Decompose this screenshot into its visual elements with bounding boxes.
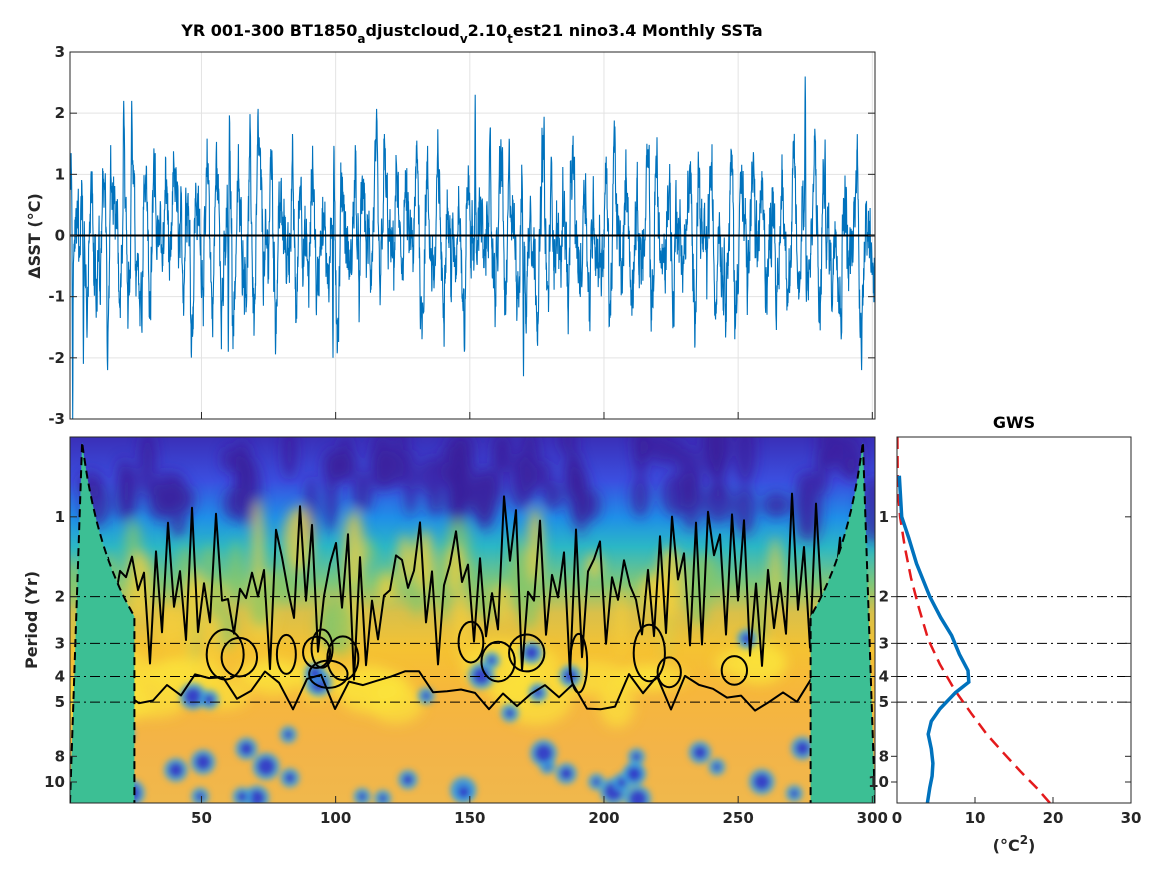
gws-power-tick-label: 0 (892, 809, 902, 827)
cone-of-influence-right (809, 441, 875, 803)
y-tick-label: -3 (48, 410, 65, 428)
cone-of-influence-left (70, 441, 136, 803)
gws-power-tick-label: 20 (1043, 809, 1064, 827)
year-tick-label: 50 (191, 809, 212, 827)
period-tick-label: 2 (55, 588, 65, 606)
gws-spectrum-curve (897, 475, 971, 803)
wavelet-period-reference-lines (70, 596, 875, 703)
period-tick-label: 5 (55, 693, 65, 711)
gws-period-tick-label: 4 (879, 667, 889, 685)
gws-plot-area (897, 437, 1131, 803)
year-tick-label: 200 (588, 809, 619, 827)
wavelet-panel: 1 2 3 4 5 8 10 50 100 150 200 250 300 Period (Yr) (22, 436, 888, 827)
year-tick-label: 150 (454, 809, 485, 827)
gws-axes-box (896, 436, 1132, 804)
y-tick-label: -2 (48, 349, 65, 367)
gws-period-tick-label: 3 (879, 634, 889, 652)
gws-title: GWS (993, 413, 1035, 432)
year-tick-label: 100 (320, 809, 351, 827)
year-tick-label: 250 (722, 809, 753, 827)
timeseries-y-label: ΔSST (°C) (25, 193, 44, 279)
wavelet-y-ticks: 1 2 3 4 5 8 10 (44, 508, 77, 791)
wavelet-x-ticks: 50 100 150 200 250 300 (191, 796, 888, 827)
period-tick-label: 4 (55, 667, 65, 685)
y-tick-label: 2 (55, 104, 65, 122)
period-tick-label: 3 (55, 634, 65, 652)
gws-period-tick-label: 8 (879, 747, 889, 765)
wavelet-power-field (70, 437, 875, 803)
gws-period-tick-label: 10 (868, 773, 889, 791)
gws-period-tick-label: 2 (879, 588, 889, 606)
wavelet-axes-box (69, 436, 876, 804)
period-tick-label: 10 (44, 773, 65, 791)
gws-period-tick-label: 5 (879, 693, 889, 711)
period-tick-label: 8 (55, 747, 65, 765)
y-tick-label: 1 (55, 165, 65, 183)
gws-period-tick-label: 1 (879, 508, 889, 526)
gws-period-reference-lines (897, 596, 1131, 703)
gws-power-tick-label: 30 (1121, 809, 1142, 827)
sst-anomaly-line (70, 76, 875, 419)
gws-power-tick-label: 10 (965, 809, 986, 827)
gws-x-ticks: 0 10 20 30 (892, 797, 1142, 827)
wavelet-y-label: Period (Yr) (22, 571, 41, 669)
year-tick-label: 300 (857, 809, 888, 827)
chart-title: YR 001-300 BT1850adjustcloudv2.10test21 … (180, 21, 762, 46)
gws-y-ticks: 1 2 3 4 5 8 10 (868, 508, 1131, 791)
y-tick-label: -1 (48, 288, 65, 306)
timeseries-y-ticks: -3 -2 -1 0 1 2 3 (48, 43, 875, 428)
period-tick-label: 1 (55, 508, 65, 526)
gws-significance-curve (897, 437, 1051, 803)
y-tick-label: 3 (55, 43, 65, 61)
gws-x-label: (°C2) (993, 833, 1036, 855)
timeseries-panel: -3 -2 -1 0 1 2 3 ΔSST (°C) (25, 43, 876, 428)
y-tick-label: 0 (55, 227, 65, 245)
